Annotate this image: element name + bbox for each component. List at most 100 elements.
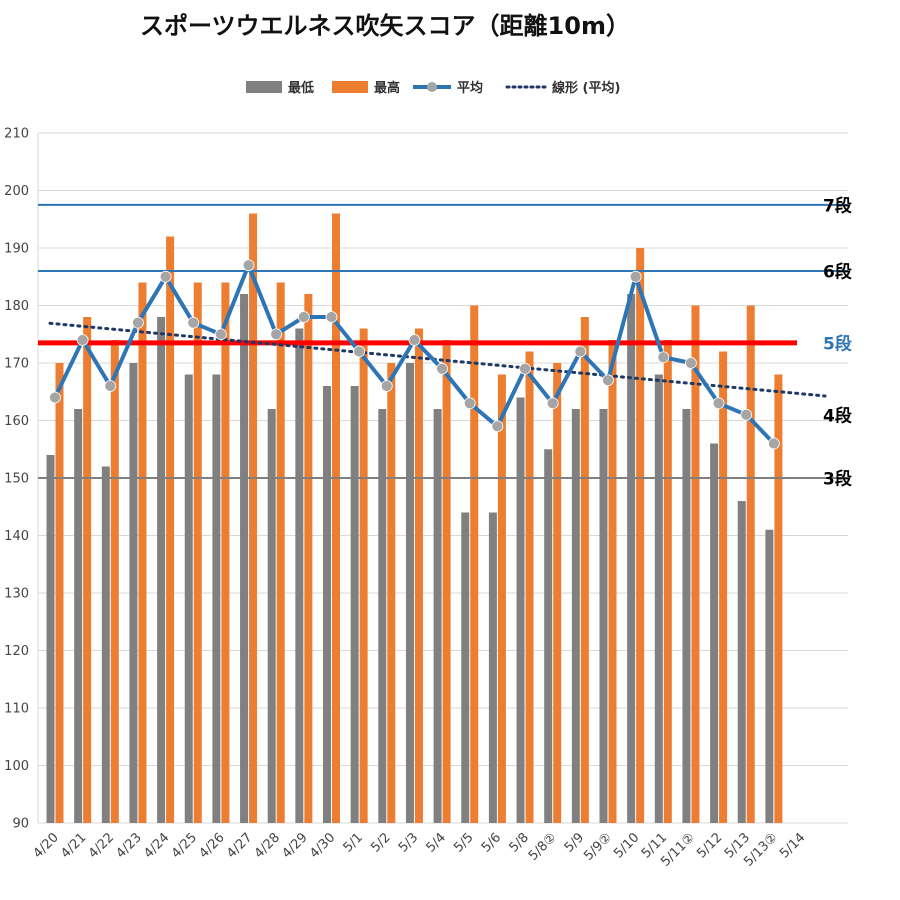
bar-max [663, 340, 672, 823]
x-tick-label: 5/5 [451, 830, 476, 855]
bar-max [304, 294, 313, 823]
y-tick-label: 200 [4, 184, 29, 199]
bar-max [746, 305, 755, 823]
bar-min [737, 501, 746, 823]
bar-max [332, 213, 340, 823]
average-point [242, 259, 255, 272]
x-tick-label: 5/14 [777, 830, 808, 861]
average-point [436, 362, 449, 375]
bar-min [765, 529, 774, 823]
average-point [76, 334, 89, 346]
grade-label: 7段 [823, 195, 852, 216]
x-axis-tick-labels: 4/204/214/224/234/244/254/264/274/284/29… [31, 830, 809, 869]
bar-min [461, 512, 470, 823]
y-tick-label: 210 [4, 127, 29, 142]
bar-max [138, 282, 147, 823]
bar-min [654, 374, 663, 823]
x-tick-label: 4/21 [58, 830, 89, 861]
x-tick-label: 4/29 [279, 830, 310, 861]
bar-min [571, 409, 580, 823]
bar-max [55, 363, 64, 823]
bar-max [387, 363, 396, 823]
bar-max [719, 351, 728, 823]
bar-min [710, 443, 719, 823]
y-tick-label: 150 [4, 472, 29, 487]
bar-min [627, 294, 636, 823]
y-tick-label: 180 [4, 299, 29, 314]
bar-min [267, 409, 276, 823]
average-point [270, 328, 283, 341]
average-point [49, 391, 61, 404]
average-point [574, 345, 587, 358]
average-point [602, 374, 614, 387]
bar-min [682, 409, 691, 823]
bar-min [184, 374, 193, 823]
x-tick-label: 4/20 [31, 830, 62, 861]
y-tick-label: 90 [12, 817, 29, 832]
x-tick-label: 4/24 [141, 830, 172, 861]
bar-max [553, 363, 562, 823]
bar-max [774, 374, 783, 823]
chart-title: スポーツウエルネス吹矢スコア（距離10m） [140, 12, 630, 40]
average-point [159, 270, 172, 283]
bar-max [525, 351, 534, 823]
bar-min [378, 409, 387, 823]
legend-swatch-max [332, 81, 368, 93]
bar-min [516, 397, 525, 823]
bar-min [295, 328, 304, 823]
legend-label-max: 最高 [374, 80, 400, 96]
x-tick-label: 5/2 [368, 830, 393, 855]
bar-max [580, 317, 589, 823]
bar-min [101, 466, 110, 823]
average-point [187, 316, 200, 329]
x-tick-label: 4/25 [169, 830, 200, 861]
bar-max [608, 340, 617, 823]
grade-label: 6段 [823, 262, 852, 283]
x-tick-label: 4/27 [224, 830, 255, 861]
bar-max [110, 340, 119, 823]
y-tick-label: 130 [4, 587, 29, 602]
x-tick-label: 5/12 [694, 830, 725, 861]
bar-min [157, 317, 166, 823]
x-tick-label: 4/28 [252, 830, 283, 861]
average-point [104, 380, 117, 392]
bar-max [276, 282, 285, 823]
y-tick-label: 100 [4, 759, 29, 774]
bar-min [433, 409, 442, 823]
bar-max [442, 340, 451, 823]
x-tick-label: 5/4 [424, 830, 449, 855]
bar-max [83, 317, 92, 823]
x-tick-label: 5/1 [341, 830, 366, 855]
average-point [132, 316, 144, 329]
bar-min [212, 374, 221, 823]
x-tick-label: 4/22 [86, 830, 117, 861]
bar-min [323, 386, 331, 823]
bar-min [599, 409, 608, 823]
bars [46, 213, 783, 823]
bar-max [497, 374, 506, 823]
average-point [740, 408, 753, 421]
average-point [519, 362, 531, 375]
y-tick-label: 160 [4, 414, 29, 429]
bar-min [405, 363, 414, 823]
average-point [214, 328, 227, 341]
bar-min [74, 409, 83, 823]
average-point [297, 311, 310, 323]
bar-max [470, 305, 479, 823]
grade-label: 5段 [823, 333, 852, 354]
x-tick-label: 4/30 [307, 830, 338, 861]
average-point [712, 397, 725, 410]
average-point [685, 357, 697, 369]
average-point [629, 270, 642, 283]
average-point [353, 345, 366, 358]
average-point [463, 397, 476, 410]
bar-max [221, 282, 230, 823]
x-tick-label: 5/6 [479, 830, 504, 855]
x-tick-label: 5/9② [581, 830, 615, 864]
average-point [325, 311, 338, 323]
grade-label: 3段 [823, 469, 852, 490]
x-tick-label: 5/3 [396, 830, 421, 855]
bar-min [488, 512, 497, 823]
y-axis-tick-labels: 90 100 110 120 130 140 150 160 170 180 190 200 210 [4, 127, 29, 832]
